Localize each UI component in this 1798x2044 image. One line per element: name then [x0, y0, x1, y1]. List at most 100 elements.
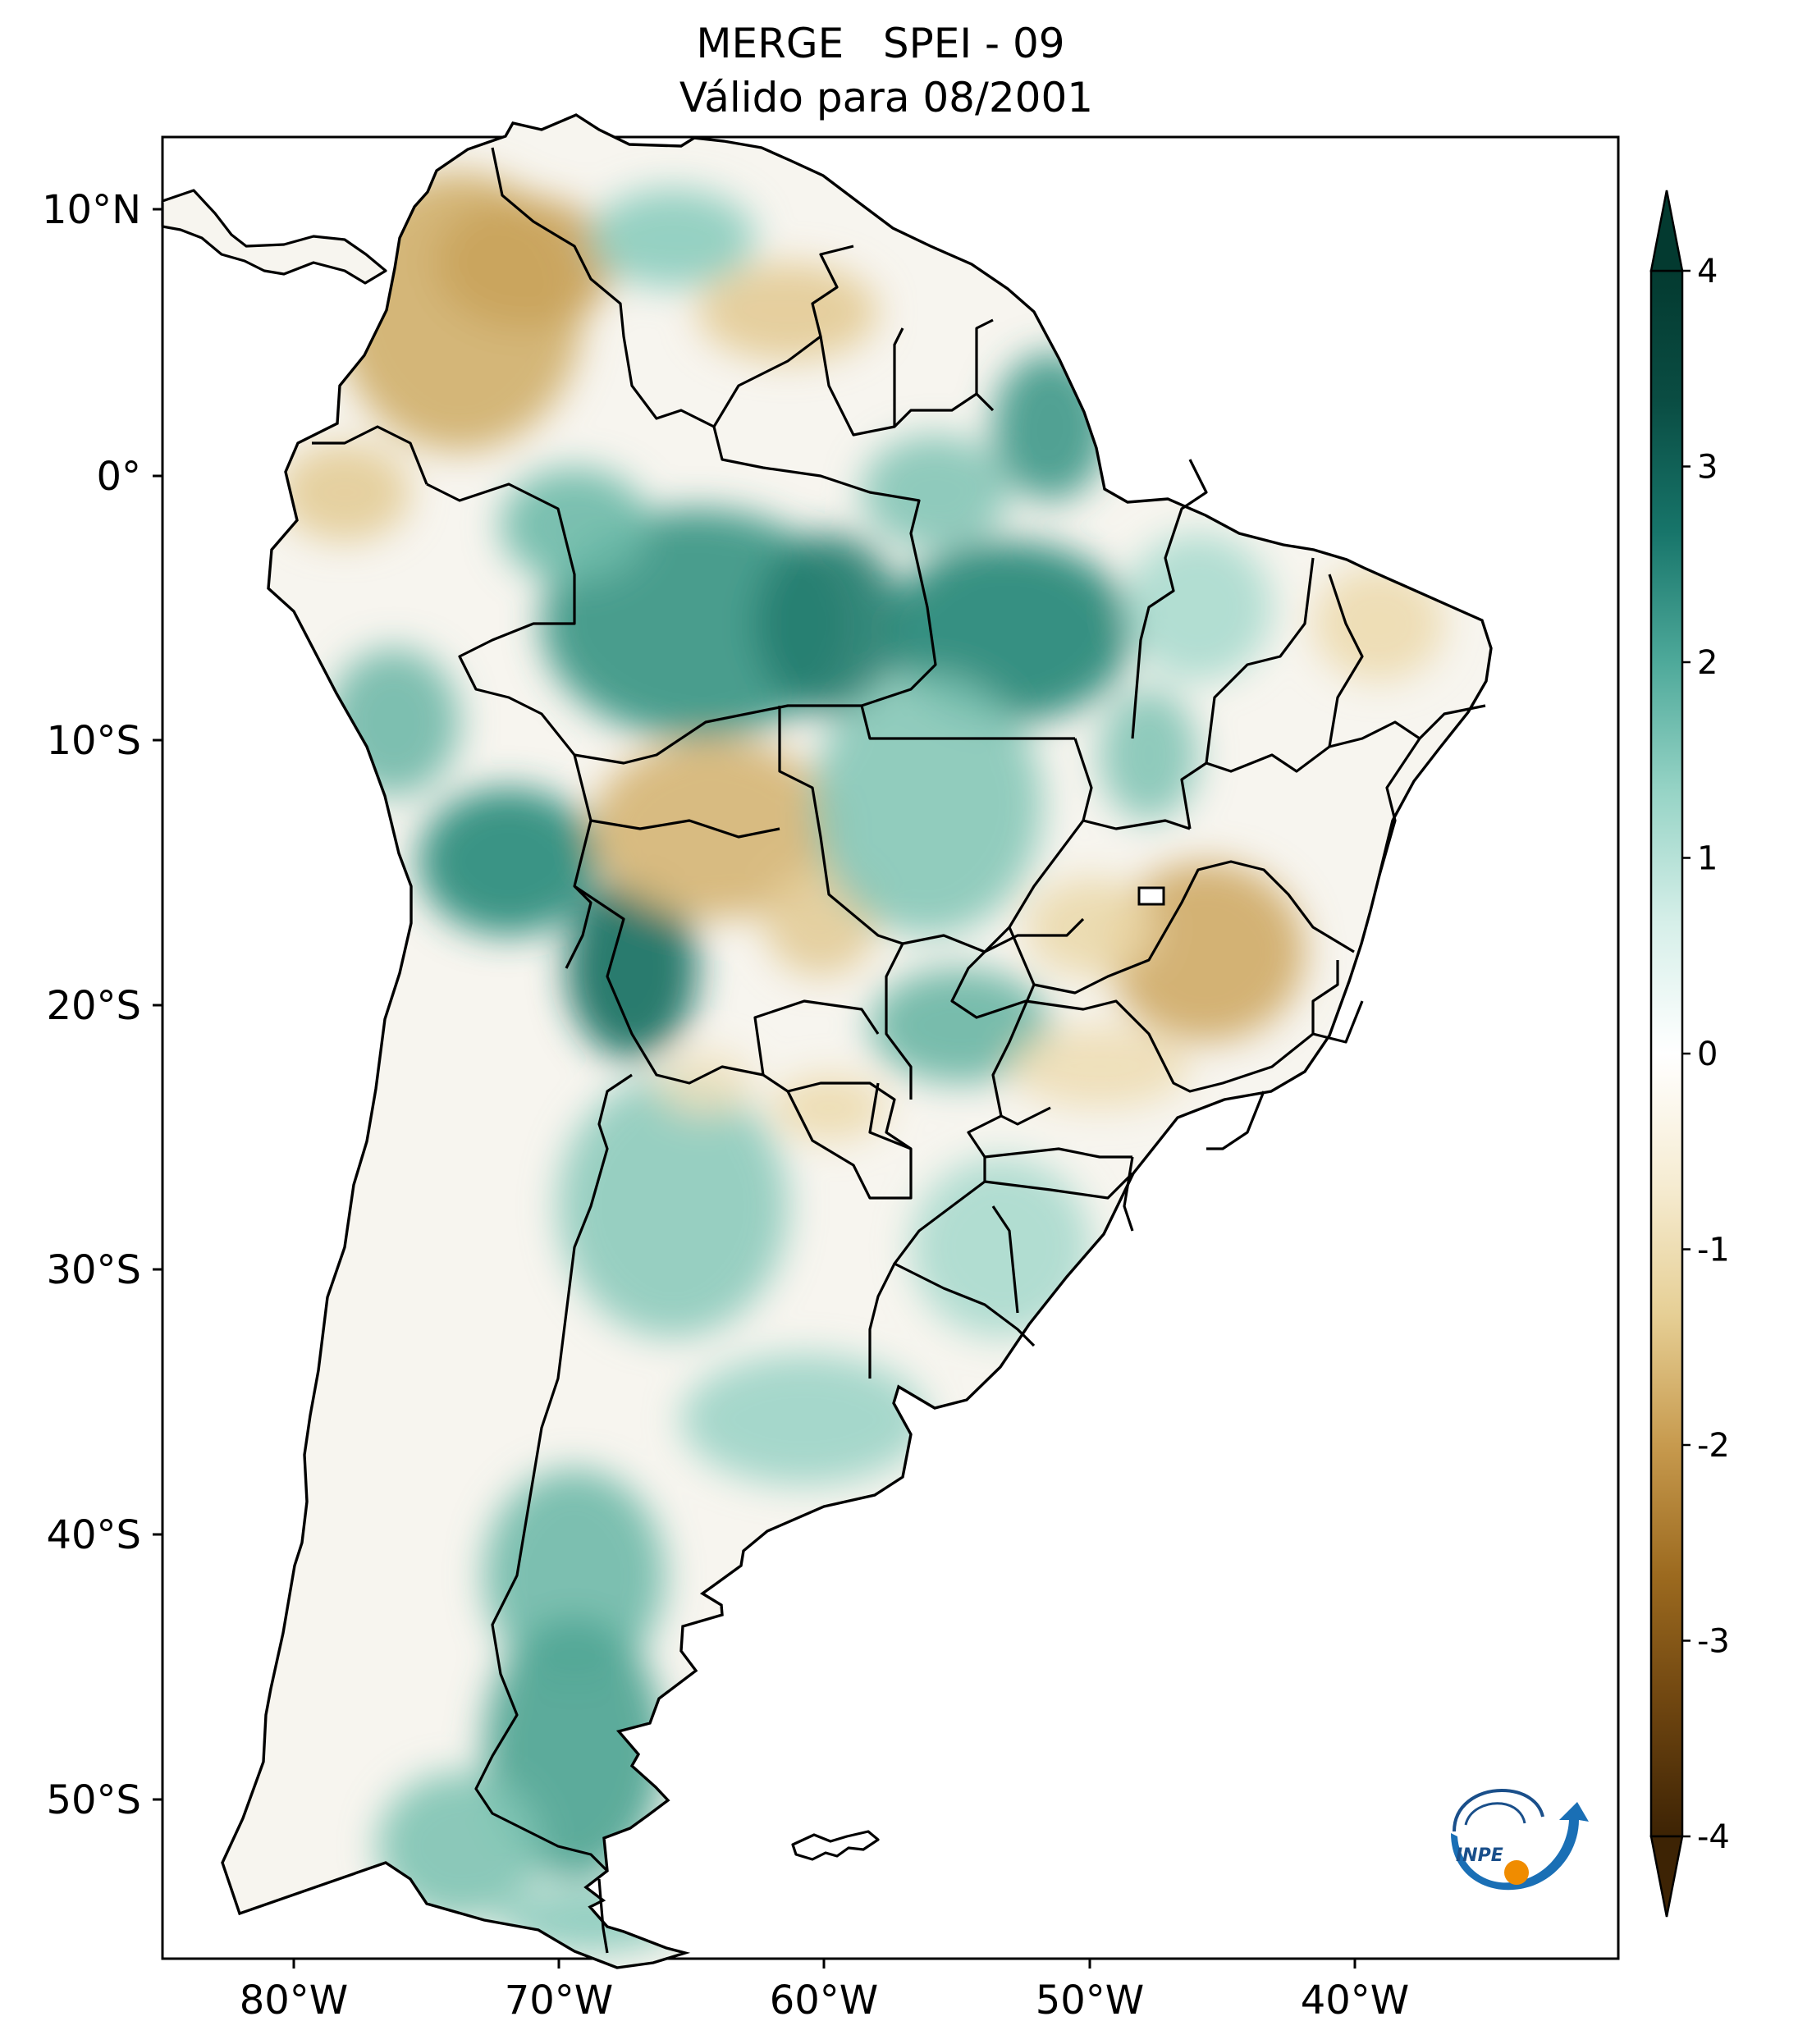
colorbar-tick-label: 3 — [1697, 449, 1718, 487]
border-line — [712, 245, 854, 428]
border-line — [1312, 1000, 1364, 1044]
border-line — [967, 1114, 1132, 1159]
anomaly-patch — [1026, 878, 1157, 976]
border-line — [991, 984, 1051, 1126]
logo-arc-icon — [1453, 1788, 1544, 1832]
x-tick-label: 40°W — [1301, 1978, 1410, 2023]
map-title-line1: MERGE SPEI - 09 — [696, 20, 1064, 67]
anomaly-patch — [1313, 566, 1444, 681]
colorbar-tick-label: -4 — [1697, 1818, 1730, 1856]
border-line — [1206, 1091, 1265, 1150]
anomaly-patch — [419, 788, 599, 935]
anomaly-patch — [681, 1354, 927, 1485]
political-borders — [312, 147, 1486, 1954]
colorbar-body — [1649, 269, 1684, 1838]
x-tick-label: 50°W — [1036, 1978, 1145, 2023]
border-line — [565, 754, 592, 969]
anomaly-patch — [771, 1075, 886, 1141]
y-tick-label: 10°S — [46, 718, 141, 764]
border-line — [983, 1157, 1134, 1200]
border-line — [1073, 738, 1191, 830]
anomaly-patch — [1009, 1026, 1190, 1108]
x-tick-label: 60°W — [770, 1978, 879, 2023]
anomaly-patch — [1124, 533, 1272, 681]
anomaly-patch — [862, 435, 1009, 550]
anomaly-patch — [377, 1772, 542, 1920]
colorbar-tick-label: 2 — [1697, 644, 1718, 682]
border-line — [1180, 720, 1421, 830]
anomaly-patch — [435, 197, 615, 328]
colorbar-extend-bottom — [1649, 1835, 1684, 1918]
colorbar-tick-label: 0 — [1697, 1036, 1718, 1073]
anomaly-patch — [484, 1469, 665, 1682]
anomaly-patch — [698, 263, 878, 361]
border-line — [860, 705, 1075, 740]
y-tick-label: 20°S — [46, 983, 141, 1029]
anomaly-patch — [870, 968, 1050, 1083]
anomaly-patch — [501, 468, 648, 583]
border-line — [590, 819, 780, 839]
border-line — [312, 425, 428, 485]
colorbar-tick-label: 4 — [1697, 253, 1718, 290]
colorbar-tick-label: 1 — [1697, 840, 1718, 878]
border-line — [991, 1205, 1019, 1314]
x-tick-label: 70°W — [505, 1978, 614, 2023]
federal-district — [1137, 886, 1165, 906]
border-line — [868, 1263, 896, 1379]
border-line — [778, 706, 904, 945]
border-line — [950, 926, 1339, 1093]
colorbar-ticks: 4 3 2 1 0 -1 -2 -3 -4 — [1682, 253, 1730, 1856]
border-line — [1328, 574, 1364, 748]
border-line — [574, 885, 912, 1150]
border-line — [426, 426, 937, 765]
anomaly-patch — [566, 878, 698, 1059]
border-line — [597, 1878, 609, 1954]
y-tick-label: 0° — [96, 454, 141, 500]
logo-swoosh-icon — [1451, 1802, 1589, 1891]
anomaly-patch — [591, 189, 755, 287]
border-line — [819, 336, 995, 437]
logo-sun-icon — [1504, 1860, 1529, 1885]
border-line — [1123, 1156, 1134, 1232]
map-title-line2: Válido para 08/2001 — [679, 74, 1093, 121]
border-line — [1205, 557, 1315, 764]
logo-text: INPE — [1456, 1845, 1503, 1866]
x-axis: 80°W 70°W 60°W 50°W 40°W — [240, 1959, 1410, 2023]
colorbar-extend-top — [1649, 190, 1684, 272]
anomaly-patch — [279, 443, 410, 542]
anomaly-patch — [1108, 862, 1305, 1042]
border-line — [893, 327, 904, 427]
border-line — [786, 1082, 913, 1200]
y-tick-label: 10°N — [42, 187, 141, 233]
border-line — [474, 1073, 633, 1873]
border-line — [1131, 459, 1208, 739]
logo-inner-arc-icon — [1464, 1802, 1526, 1826]
border-line — [1008, 820, 1355, 995]
central-america-land — [161, 189, 387, 285]
colorbar-tick-label: -3 — [1697, 1623, 1730, 1661]
anomaly-patch — [1100, 689, 1198, 821]
spei-field — [279, 172, 1444, 1953]
anomaly-patch — [558, 1075, 788, 1338]
border-line — [1377, 704, 1486, 879]
y-tick-label: 30°S — [46, 1247, 141, 1293]
border-line — [902, 917, 1085, 953]
anomaly-patch — [657, 1050, 755, 1116]
border-line — [885, 943, 913, 1100]
border-line — [491, 147, 715, 428]
border-line — [975, 318, 994, 394]
border-line — [893, 1180, 1036, 1347]
y-tick-label: 50°S — [46, 1777, 141, 1823]
x-tick-label: 80°W — [240, 1978, 349, 2023]
anomaly-patch — [812, 673, 1042, 935]
border-line — [753, 999, 880, 1076]
colorbar-tick-label: -1 — [1697, 1232, 1730, 1269]
colorbar: 4 3 2 1 0 -1 -2 -3 -4 — [1649, 190, 1730, 1918]
falkland-islands — [791, 1830, 880, 1861]
inpe-logo: INPE — [1451, 1788, 1589, 1891]
anomaly-patch — [755, 533, 903, 714]
colorbar-tick-label: -2 — [1697, 1427, 1730, 1465]
y-axis: 10°N 0° 10°S 20°S 30°S 40°S 50°S — [42, 187, 162, 1823]
y-tick-label: 40°S — [46, 1512, 141, 1558]
